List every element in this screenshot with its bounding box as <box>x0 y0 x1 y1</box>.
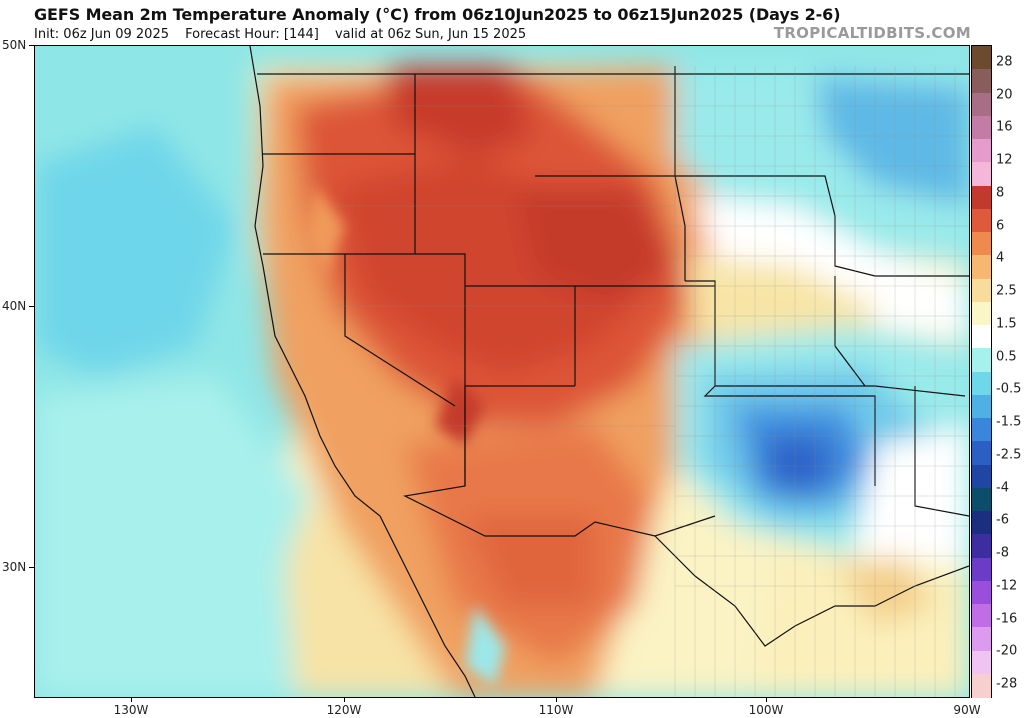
colorbar-segment <box>972 69 991 93</box>
colorbar-label: 4 <box>996 250 1005 266</box>
map-subtitle: Init: 06z Jun 09 2025 Forecast Hour: [14… <box>34 27 538 42</box>
forecast-hour: Forecast Hour: [144] <box>185 27 319 42</box>
anomaly-map <box>34 45 970 698</box>
colorbar-label: -20 <box>996 643 1018 659</box>
colorbar-label: 6 <box>996 218 1005 234</box>
colorbar-segment <box>972 278 991 303</box>
county-lines <box>335 66 969 697</box>
map-canvas <box>35 46 969 697</box>
colorbar-segment <box>972 557 991 582</box>
colorbar-label: 16 <box>996 119 1013 135</box>
colorbar-label: 12 <box>996 152 1013 168</box>
lat-tick <box>29 567 34 568</box>
colorbar-segment <box>972 673 991 698</box>
colorbar-segment <box>972 208 991 233</box>
colorbar-segment <box>972 394 991 419</box>
source-watermark: TROPICALTIDBITS.COM <box>773 24 971 42</box>
colorbar-label: 0.5 <box>996 349 1017 365</box>
colorbar-label: -28 <box>996 676 1018 692</box>
lon-tick <box>344 697 345 702</box>
lat-label-30n: 30N <box>2 560 27 574</box>
colorbar-label: 1.5 <box>996 316 1017 332</box>
colorbar-segment <box>972 348 991 372</box>
anomaly-shading <box>35 66 969 697</box>
colorbar-segment <box>972 255 991 279</box>
colorbar-segment <box>972 464 991 489</box>
lat-tick <box>29 306 34 307</box>
lon-label-130w: 130W <box>113 703 149 717</box>
colorbar <box>971 45 992 698</box>
init-time: Init: 06z Jun 09 2025 <box>34 27 169 42</box>
colorbar-label: -16 <box>996 611 1018 627</box>
colorbar-label: -2.5 <box>996 447 1022 463</box>
colorbar-segment <box>972 371 991 396</box>
colorbar-segment <box>972 580 991 605</box>
colorbar-label: 20 <box>996 87 1013 103</box>
lon-label-110w: 110W <box>538 703 574 717</box>
lon-label-120w: 120W <box>326 703 362 717</box>
lat-tick <box>29 45 34 46</box>
colorbar-segment <box>972 115 991 140</box>
map-title: GEFS Mean 2m Temperature Anomaly (°C) fr… <box>34 5 841 24</box>
colorbar-label: -0.5 <box>996 381 1022 397</box>
colorbar-segment <box>972 487 991 512</box>
lat-label-50n: 50N <box>2 38 27 52</box>
colorbar-segment <box>972 418 991 442</box>
colorbar-label: 8 <box>996 185 1005 201</box>
colorbar-segment <box>972 232 991 256</box>
colorbar-label: -1.5 <box>996 414 1022 430</box>
colorbar-segment <box>972 92 991 117</box>
colorbar-segment <box>972 604 991 628</box>
valid-time: valid at 06z Sun, Jun 15 2025 <box>334 27 527 42</box>
colorbar-segment <box>972 139 991 163</box>
colorbar-segment <box>972 650 991 675</box>
colorbar-segment <box>972 46 991 70</box>
colorbar-segment <box>972 325 991 349</box>
colorbar-segment <box>972 627 991 651</box>
lon-tick <box>131 697 132 702</box>
lat-label-40n: 40N <box>2 299 27 313</box>
colorbar-segment <box>972 162 991 186</box>
colorbar-label: -8 <box>996 545 1009 561</box>
colorbar-segment <box>972 511 991 535</box>
colorbar-segment <box>972 534 991 558</box>
lon-label-90w: 90W <box>953 703 981 717</box>
colorbar-segment <box>972 441 991 465</box>
colorbar-label: 28 <box>996 54 1013 70</box>
lon-tick <box>766 697 767 702</box>
lon-label-100w: 100W <box>748 703 784 717</box>
colorbar-label: -6 <box>996 512 1009 528</box>
lon-tick <box>556 697 557 702</box>
colorbar-segment <box>972 301 991 326</box>
colorbar-segment <box>972 185 991 210</box>
colorbar-label: -12 <box>996 578 1018 594</box>
colorbar-label: 2.5 <box>996 283 1017 299</box>
colorbar-label: -4 <box>996 480 1009 496</box>
